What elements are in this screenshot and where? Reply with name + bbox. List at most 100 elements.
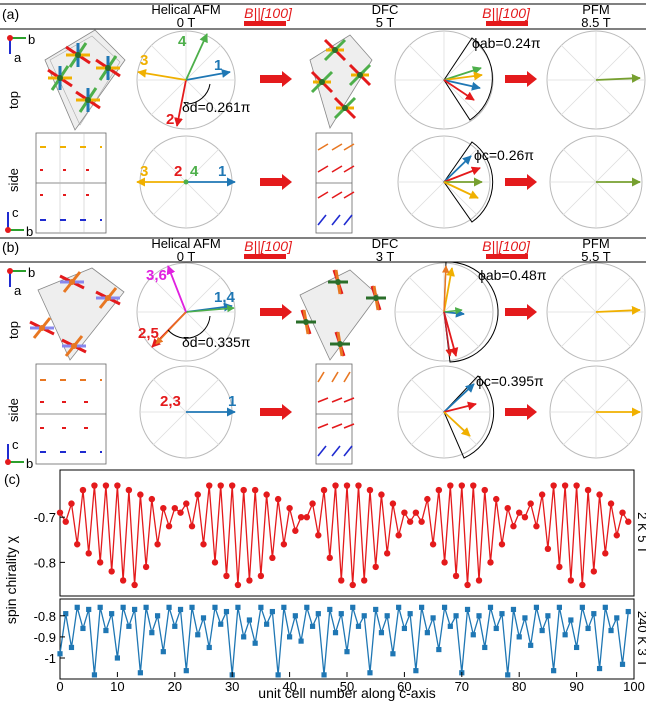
data-point [315, 532, 322, 539]
data-point [96, 559, 104, 566]
data-point [246, 577, 253, 584]
spin-label: 1 [228, 393, 236, 410]
x-tick-label: 30 [225, 679, 239, 694]
data-point [200, 541, 207, 548]
data-point [97, 604, 103, 610]
data-point [504, 504, 511, 512]
svg-text:b: b [26, 224, 33, 239]
y-tick-label: -0.8 [34, 609, 56, 624]
data-point [619, 661, 626, 667]
chirality-plot-240k: -0.8 -0.9 -10 10 20 30 40 50 60 70 80 90 100 [34, 604, 645, 694]
data-point [177, 606, 184, 613]
panel-c: (c) -0.7 -0.8 -0.8 -0.9 -10 10 20 30 40 50 60 70 80… [3, 469, 646, 701]
data-point [137, 670, 143, 676]
data-point [538, 491, 546, 498]
spin-label: 3 [140, 52, 148, 69]
field-label: 5.5 T [581, 249, 610, 264]
svg-text:c: c [12, 437, 19, 452]
field-label: 3 T [376, 249, 395, 264]
data-point [441, 604, 448, 610]
x-tick-label: 80 [512, 679, 526, 694]
spin-label: 3,6 [146, 267, 167, 284]
data-point [264, 621, 270, 627]
data-point [424, 630, 430, 636]
data-point [475, 577, 483, 584]
data-point [166, 604, 172, 610]
phi-ab-label: ϕab=0.48π [478, 267, 547, 283]
data-point [350, 604, 356, 610]
data-point [281, 604, 287, 610]
data-point [527, 500, 534, 507]
data-point [223, 572, 230, 580]
data-point [608, 627, 614, 634]
data-point [361, 577, 368, 584]
data-point [591, 611, 597, 617]
data-point [419, 604, 425, 610]
data-point [251, 486, 259, 494]
data-point [57, 651, 63, 657]
data-point [280, 541, 288, 548]
data-point [510, 606, 517, 613]
data-point [74, 541, 81, 548]
y-tick-label: -1 [44, 651, 56, 666]
data-point [355, 482, 362, 489]
data-point [160, 649, 166, 655]
panel-a: (a) Helical AFM 0 T B||[100] DFC 5 T B||… [0, 2, 646, 239]
data-point [619, 509, 626, 516]
data-point [625, 518, 632, 525]
data-point [297, 513, 305, 521]
data-point [349, 581, 356, 589]
spin-label: 4 [190, 163, 199, 180]
data-point [86, 606, 92, 613]
data-point [579, 581, 586, 589]
data-point [579, 604, 585, 610]
data-point [378, 630, 385, 636]
data-point [574, 644, 580, 651]
data-point [143, 604, 149, 610]
dfc-top-circle-b: ϕab=0.48π [394, 261, 547, 363]
data-point [602, 604, 608, 610]
data-point [499, 611, 505, 617]
y-tick-label: -0.9 [34, 630, 56, 645]
data-point [418, 518, 425, 525]
data-point [132, 606, 138, 613]
spin-label: 1 [218, 163, 226, 180]
data-point [200, 615, 207, 621]
crystal-side-view-b [35, 363, 107, 465]
data-point [378, 491, 385, 498]
data-point [241, 634, 247, 640]
field-label: 5 T [376, 15, 395, 30]
dfc-side-circle: ϕc=0.26π [397, 135, 534, 229]
data-point [562, 632, 568, 638]
svg-text:c: c [12, 205, 19, 220]
data-point [470, 482, 477, 489]
data-point [188, 523, 196, 530]
data-point [240, 486, 247, 494]
data-point [189, 604, 195, 610]
field-label: 0 T [177, 15, 196, 30]
condition-label: 240 K 3 T [635, 611, 646, 667]
data-point [177, 509, 184, 516]
dfc-top-circle: ϕab=0.24π [394, 30, 541, 130]
data-point [165, 523, 173, 530]
dfc-side-circle-b: ϕc=0.395π [397, 365, 544, 459]
crystal-side-view [35, 132, 107, 234]
data-point [447, 482, 454, 489]
helical-side-circle: 3 2 4 1 [136, 135, 236, 229]
data-point [326, 554, 333, 562]
crystal-dfc-side-b [315, 363, 355, 465]
x-tick-label: 40 [282, 679, 296, 694]
data-point [625, 608, 631, 615]
transition-arrow [260, 408, 282, 416]
helical-top-circle: 1 2 3 4 δd=0.261π [136, 30, 251, 130]
data-point [309, 623, 316, 629]
data-point [361, 613, 367, 619]
data-point [131, 581, 138, 589]
data-point [551, 668, 557, 674]
data-point [493, 495, 500, 503]
data-point [412, 509, 420, 516]
axes-indicator-side: c b [5, 205, 33, 239]
data-point [401, 509, 408, 516]
data-point [390, 651, 396, 657]
